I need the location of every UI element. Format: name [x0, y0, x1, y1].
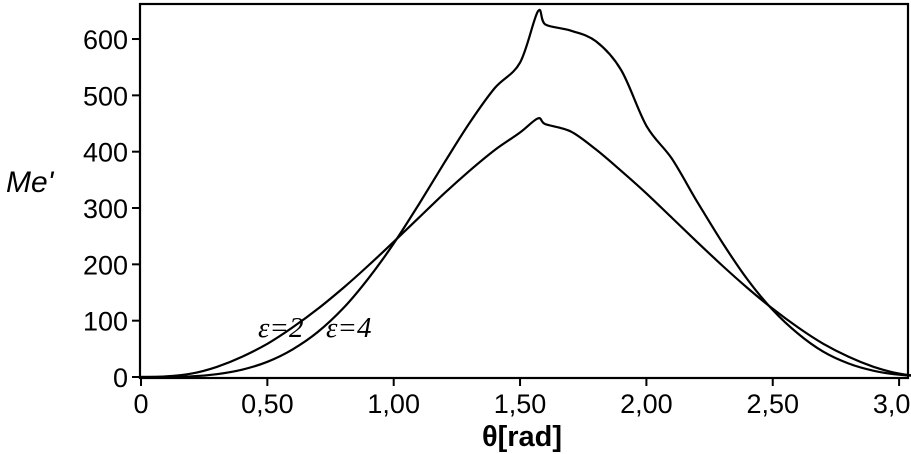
y-axis-label: Me' — [6, 166, 55, 199]
y-axis: 0 100 200 300 400 500 600 — [83, 25, 140, 393]
y-tick-label: 100 — [83, 307, 128, 337]
x-tick-label: 1,00 — [367, 389, 420, 419]
series-line-2 — [140, 8, 911, 379]
y-tick-label: 400 — [83, 138, 128, 168]
x-tick-label: 2,00 — [620, 389, 673, 419]
x-tick-label: 0 — [133, 389, 148, 419]
y-tick-label: 300 — [83, 194, 128, 224]
x-tick-label: 0,50 — [241, 389, 294, 419]
x-axis: 0 0,50 1,00 1,50 2,00 2,50 3,00 — [133, 378, 911, 419]
annotation-eps4: ε=4 — [326, 312, 372, 344]
y-tick-label: 500 — [83, 81, 128, 111]
series-group — [140, 8, 911, 379]
x-axis-label: θ[rad] — [482, 421, 562, 453]
x-tick-label: 1,50 — [494, 389, 547, 419]
y-tick-label: 200 — [83, 250, 128, 280]
x-tick-label: 2,50 — [746, 389, 799, 419]
series-line-1 — [140, 117, 911, 379]
y-tick-label: 0 — [113, 363, 128, 393]
annotation-eps2: ε=2 — [258, 312, 304, 344]
y-tick-label: 600 — [83, 25, 128, 55]
plot-frame — [138, 2, 910, 380]
x-tick-label: 3,00 — [873, 389, 911, 419]
